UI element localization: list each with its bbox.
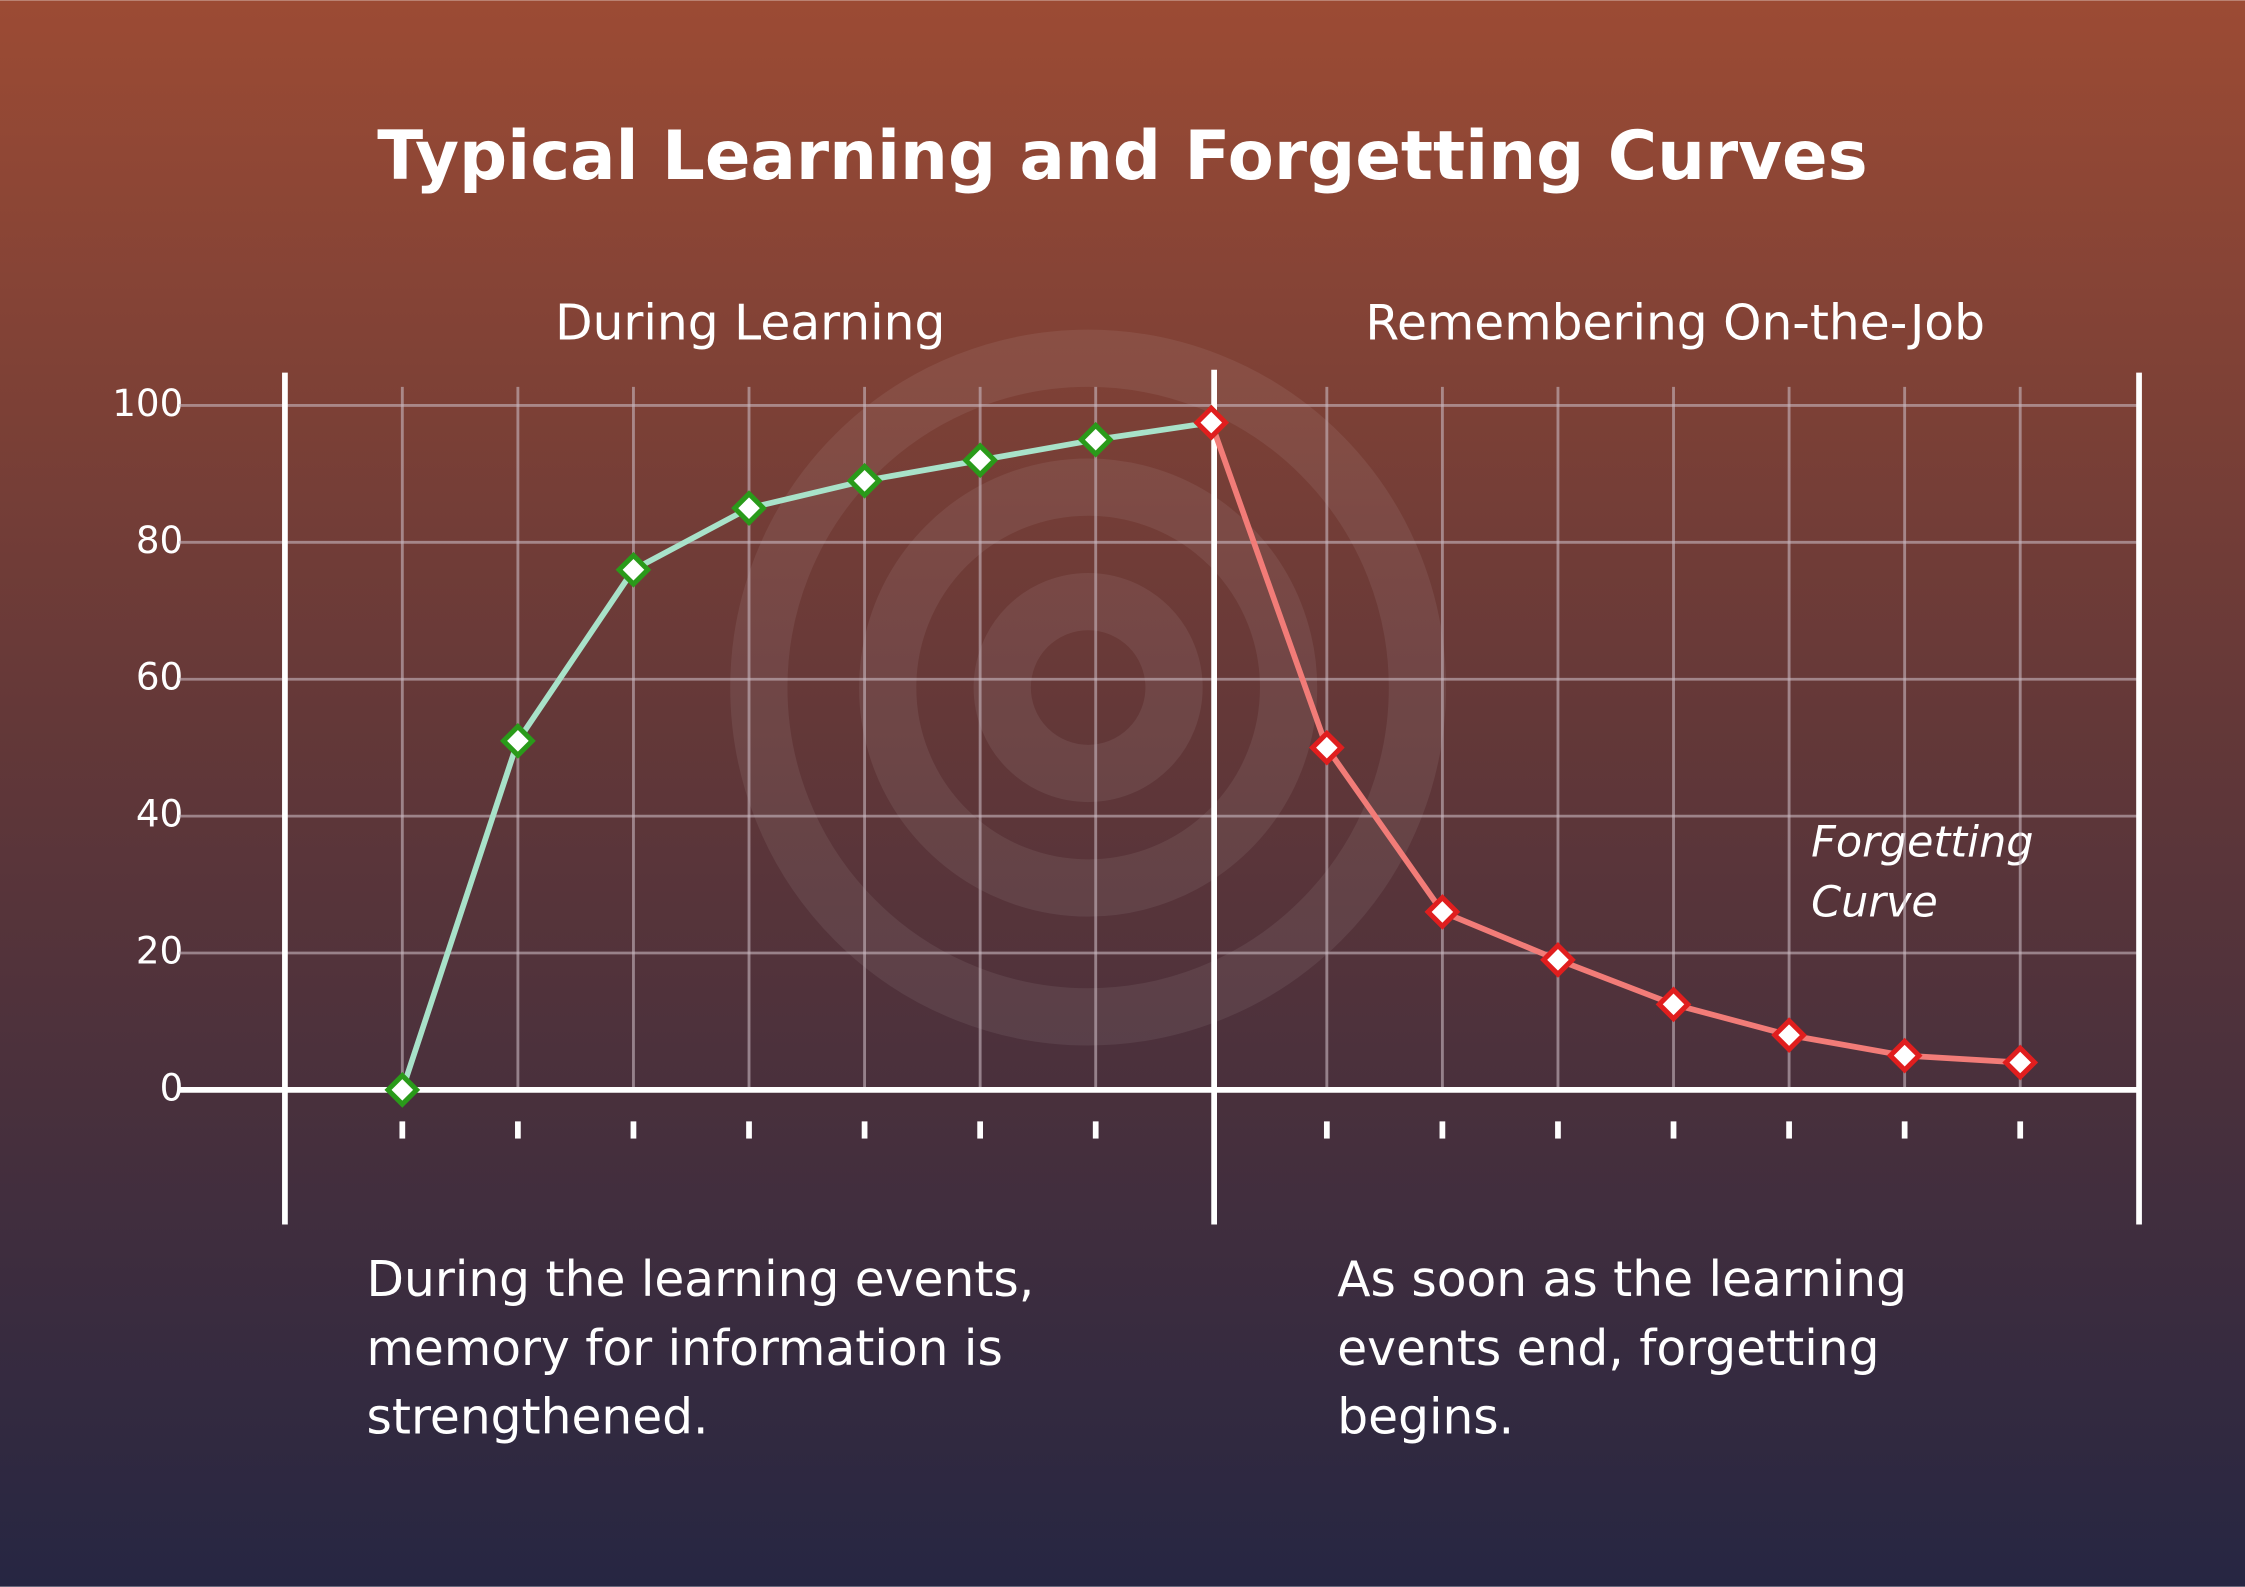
y-tick-label: 20 bbox=[136, 928, 183, 972]
data-point bbox=[1771, 1017, 1807, 1053]
section-header: Remembering On-the-Job bbox=[1365, 296, 1985, 352]
caption: begins. bbox=[1337, 1390, 1514, 1446]
data-point bbox=[1193, 404, 1230, 441]
y-tick-label: 0 bbox=[160, 1065, 184, 1109]
data-point bbox=[2002, 1044, 2039, 1081]
section-header: During Learning bbox=[555, 296, 945, 352]
series-line bbox=[1208, 421, 2021, 1066]
data-point bbox=[500, 722, 536, 759]
chart-title: Typical Learning and Forgetting Curves bbox=[377, 117, 1867, 195]
decoration bbox=[730, 329, 1447, 1046]
data-point bbox=[1540, 941, 1576, 978]
grid: 0 20 40 60 80 100 bbox=[112, 381, 2140, 1139]
caption: strengthened. bbox=[367, 1390, 709, 1446]
plot bbox=[384, 404, 2039, 1108]
y-tick-label: 40 bbox=[136, 792, 183, 836]
axes bbox=[178, 369, 2142, 1225]
data-point bbox=[1077, 421, 1114, 458]
data-point bbox=[962, 442, 999, 479]
curve-label: Curve bbox=[1811, 878, 1938, 928]
data-point bbox=[1424, 894, 1461, 930]
data-point bbox=[1308, 729, 1345, 766]
data-point bbox=[846, 462, 883, 499]
caption: As soon as the learning bbox=[1337, 1252, 1907, 1308]
series-line bbox=[399, 419, 1212, 1091]
data-point bbox=[615, 551, 652, 588]
data-point bbox=[731, 490, 767, 527]
caption: During the learning events, bbox=[367, 1252, 1035, 1308]
caption: memory for information is bbox=[367, 1321, 1003, 1377]
curve-label: Forgetting bbox=[1811, 818, 2033, 868]
y-tick-label: 100 bbox=[112, 381, 183, 425]
data-point bbox=[384, 1072, 421, 1108]
data-point bbox=[1886, 1037, 1923, 1074]
caption: events end, forgetting bbox=[1337, 1321, 1879, 1377]
data-point bbox=[1655, 986, 1692, 1023]
y-tick-label: 60 bbox=[136, 655, 183, 699]
y-tick-label: 80 bbox=[136, 518, 183, 562]
